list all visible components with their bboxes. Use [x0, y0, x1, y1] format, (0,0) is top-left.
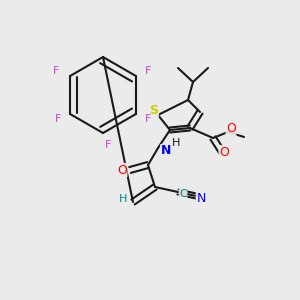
- Text: S: S: [149, 103, 158, 116]
- Text: O: O: [226, 122, 236, 136]
- Text: F: F: [55, 114, 61, 124]
- Text: C: C: [179, 189, 187, 199]
- Text: N: N: [161, 145, 171, 158]
- Text: F: F: [105, 140, 111, 150]
- Text: O: O: [117, 164, 127, 176]
- Text: F: F: [53, 66, 59, 76]
- Text: H: H: [172, 138, 180, 148]
- Text: F: F: [145, 114, 151, 124]
- Text: N: N: [196, 191, 206, 205]
- Text: F: F: [145, 66, 151, 76]
- Text: H: H: [119, 194, 127, 204]
- Text: O: O: [219, 146, 229, 158]
